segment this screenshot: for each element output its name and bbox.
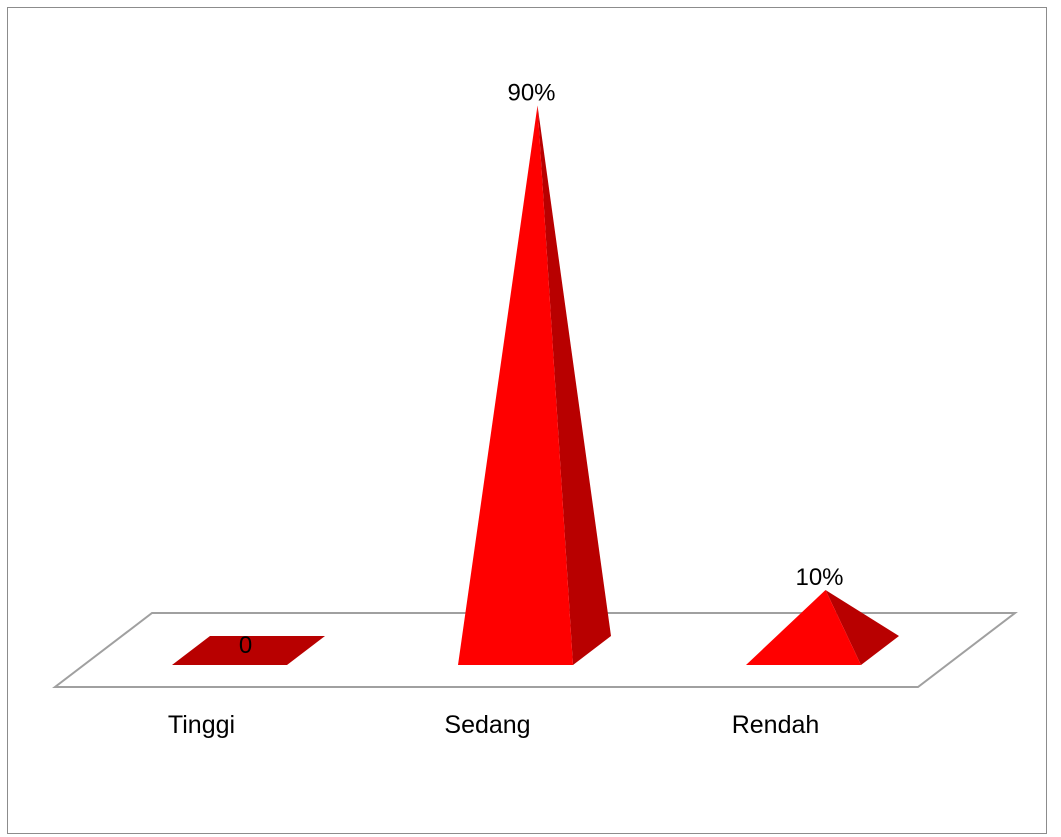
data-label-rendah: 10% <box>795 564 843 591</box>
labels-layer: 0 Tinggi 90% Sedang 10% Rendah <box>168 80 844 740</box>
bar-sedang-side-face <box>537 105 611 665</box>
bar-sedang <box>458 105 611 665</box>
bar-rendah <box>746 589 899 665</box>
bars-layer <box>172 105 899 665</box>
bar-tinggi-base <box>172 636 325 665</box>
data-label-tinggi: 0 <box>239 632 252 659</box>
bar-rendah-front-face <box>746 589 861 665</box>
category-label-tinggi: Tinggi <box>168 711 235 739</box>
bar-sedang-front-face <box>458 105 573 665</box>
category-label-sedang: Sedang <box>444 711 530 739</box>
bar-tinggi <box>172 636 325 665</box>
category-label-rendah: Rendah <box>732 711 820 739</box>
data-label-sedang: 90% <box>507 80 555 107</box>
bar-rendah-side-face <box>825 589 899 665</box>
